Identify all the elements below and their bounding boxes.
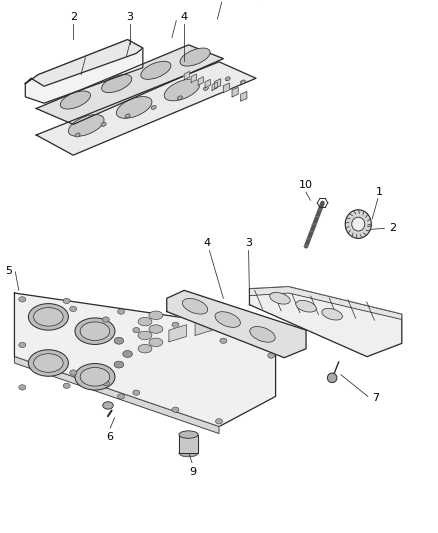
Polygon shape bbox=[169, 325, 186, 342]
Ellipse shape bbox=[70, 370, 77, 375]
Ellipse shape bbox=[19, 385, 26, 390]
Ellipse shape bbox=[179, 449, 198, 457]
Ellipse shape bbox=[75, 133, 80, 137]
Polygon shape bbox=[167, 290, 306, 358]
Ellipse shape bbox=[270, 293, 290, 304]
Text: 4: 4 bbox=[203, 238, 210, 248]
Ellipse shape bbox=[327, 373, 337, 383]
Text: 6: 6 bbox=[106, 432, 113, 442]
Ellipse shape bbox=[345, 210, 371, 238]
Ellipse shape bbox=[172, 322, 179, 327]
Ellipse shape bbox=[179, 431, 198, 438]
Ellipse shape bbox=[114, 361, 124, 368]
Ellipse shape bbox=[151, 106, 156, 109]
Ellipse shape bbox=[114, 337, 124, 344]
Ellipse shape bbox=[149, 311, 163, 319]
Ellipse shape bbox=[28, 304, 68, 330]
Ellipse shape bbox=[215, 312, 240, 327]
Ellipse shape bbox=[125, 114, 130, 118]
Ellipse shape bbox=[138, 331, 152, 340]
Ellipse shape bbox=[322, 309, 343, 320]
Polygon shape bbox=[205, 79, 210, 88]
Polygon shape bbox=[223, 83, 230, 93]
Ellipse shape bbox=[215, 419, 223, 424]
Text: 5: 5 bbox=[5, 266, 12, 276]
Ellipse shape bbox=[34, 354, 63, 372]
Text: 10: 10 bbox=[299, 180, 313, 190]
Text: 3: 3 bbox=[126, 12, 133, 21]
Polygon shape bbox=[221, 312, 239, 329]
Ellipse shape bbox=[182, 298, 208, 314]
Polygon shape bbox=[191, 74, 196, 83]
Ellipse shape bbox=[177, 96, 182, 100]
Ellipse shape bbox=[203, 86, 208, 91]
Text: 2: 2 bbox=[70, 12, 77, 21]
Polygon shape bbox=[36, 62, 256, 155]
Ellipse shape bbox=[133, 327, 140, 333]
Ellipse shape bbox=[250, 327, 275, 342]
Ellipse shape bbox=[123, 351, 132, 358]
Ellipse shape bbox=[102, 75, 132, 93]
Ellipse shape bbox=[172, 407, 179, 413]
Ellipse shape bbox=[261, 338, 268, 343]
Ellipse shape bbox=[180, 48, 210, 66]
Ellipse shape bbox=[164, 79, 200, 101]
Polygon shape bbox=[184, 71, 189, 80]
Ellipse shape bbox=[80, 368, 110, 386]
Polygon shape bbox=[14, 293, 276, 426]
Ellipse shape bbox=[240, 80, 245, 84]
Ellipse shape bbox=[80, 322, 110, 341]
Ellipse shape bbox=[220, 338, 227, 343]
Polygon shape bbox=[215, 79, 221, 88]
Ellipse shape bbox=[19, 342, 26, 348]
Text: 7: 7 bbox=[372, 393, 379, 403]
Polygon shape bbox=[14, 357, 219, 433]
Ellipse shape bbox=[225, 77, 230, 81]
Ellipse shape bbox=[34, 308, 63, 326]
Ellipse shape bbox=[19, 297, 26, 302]
Polygon shape bbox=[212, 82, 217, 91]
Ellipse shape bbox=[28, 350, 68, 376]
Ellipse shape bbox=[70, 306, 77, 312]
Ellipse shape bbox=[352, 217, 365, 231]
Ellipse shape bbox=[141, 61, 171, 79]
Polygon shape bbox=[241, 92, 247, 101]
Ellipse shape bbox=[101, 123, 106, 126]
Text: 4: 4 bbox=[180, 12, 188, 21]
Polygon shape bbox=[25, 39, 143, 86]
Ellipse shape bbox=[102, 381, 110, 386]
Ellipse shape bbox=[75, 318, 115, 344]
Ellipse shape bbox=[117, 394, 124, 399]
Polygon shape bbox=[232, 87, 238, 97]
Text: 3: 3 bbox=[245, 238, 252, 248]
Polygon shape bbox=[250, 287, 402, 357]
Text: 2: 2 bbox=[390, 223, 397, 233]
Ellipse shape bbox=[102, 317, 110, 322]
Text: 9: 9 bbox=[189, 467, 197, 477]
Ellipse shape bbox=[103, 402, 113, 409]
Ellipse shape bbox=[296, 301, 316, 312]
Ellipse shape bbox=[117, 309, 124, 314]
Ellipse shape bbox=[75, 364, 115, 390]
Polygon shape bbox=[36, 45, 223, 124]
Ellipse shape bbox=[149, 338, 163, 346]
Polygon shape bbox=[179, 434, 198, 453]
Ellipse shape bbox=[268, 353, 275, 358]
Ellipse shape bbox=[117, 96, 152, 118]
Ellipse shape bbox=[138, 344, 152, 353]
Ellipse shape bbox=[63, 383, 70, 389]
Ellipse shape bbox=[133, 390, 140, 395]
Polygon shape bbox=[198, 77, 203, 85]
Ellipse shape bbox=[68, 115, 104, 136]
Polygon shape bbox=[250, 287, 402, 319]
Ellipse shape bbox=[138, 317, 152, 326]
Polygon shape bbox=[25, 39, 143, 103]
Text: 1: 1 bbox=[376, 187, 383, 197]
Ellipse shape bbox=[149, 325, 163, 333]
Polygon shape bbox=[195, 318, 212, 335]
Ellipse shape bbox=[63, 298, 70, 304]
Ellipse shape bbox=[60, 91, 91, 109]
